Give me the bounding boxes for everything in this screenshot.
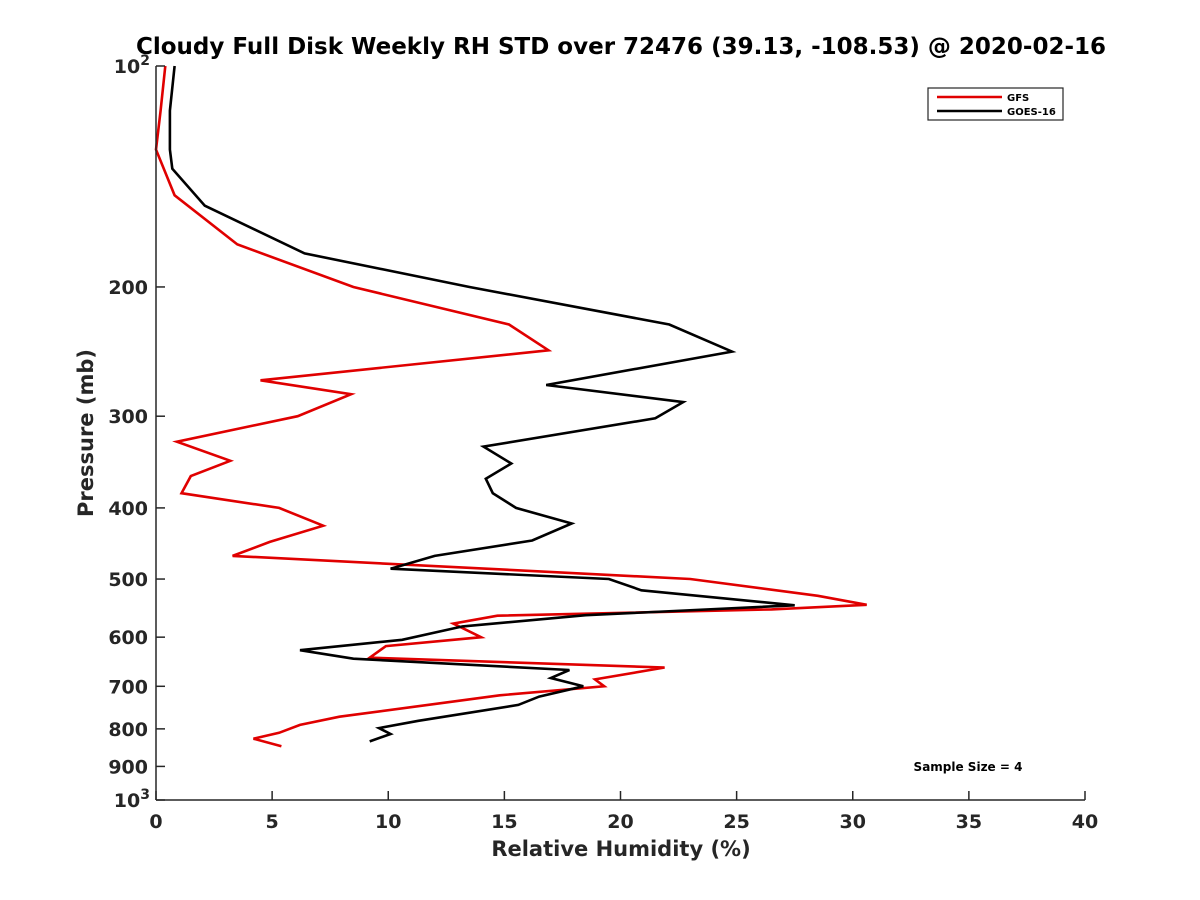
x-tick-label-30: 30 bbox=[840, 811, 866, 833]
x-tick-label-20: 20 bbox=[607, 811, 633, 833]
chart-title: Cloudy Full Disk Weekly RH STD over 7247… bbox=[136, 34, 1106, 60]
y-tick-label-100: 102 bbox=[114, 53, 150, 78]
series-line-gfs bbox=[154, 65, 867, 748]
x-tick-label-15: 15 bbox=[491, 811, 517, 833]
x-tick-label-0: 0 bbox=[149, 811, 162, 833]
y-tick-label-200: 200 bbox=[108, 277, 148, 299]
x-axis-ticks: 0 5 10 15 20 25 30 35 40 bbox=[149, 791, 1098, 833]
x-tick-label-25: 25 bbox=[723, 811, 749, 833]
legend-label-gfs: GFS bbox=[1007, 93, 1029, 104]
y-axis-ticks: 102 200 300 400 500 600 700 800 900 103 bbox=[108, 53, 165, 812]
y-tick-label-800: 800 bbox=[108, 719, 148, 741]
legend-box bbox=[927, 87, 1064, 121]
sample-size-annotation: Sample Size = 4 bbox=[914, 760, 1023, 774]
x-axis-label: Relative Humidity (%) bbox=[491, 837, 750, 861]
legend: GFS GOES-16 bbox=[927, 87, 1064, 121]
y-axis-label: Pressure (mb) bbox=[74, 349, 98, 517]
y-tick-label-1000: 103 bbox=[114, 787, 150, 812]
x-tick-label-5: 5 bbox=[266, 811, 279, 833]
y-tick-label-300: 300 bbox=[108, 406, 148, 428]
y-tick-label-700: 700 bbox=[108, 676, 148, 698]
y-tick-label-900: 900 bbox=[108, 756, 148, 778]
x-tick-label-10: 10 bbox=[375, 811, 401, 833]
series-line-goes-16 bbox=[168, 65, 795, 743]
legend-label-goes16: GOES-16 bbox=[1007, 107, 1056, 118]
plot-area bbox=[154, 65, 867, 748]
y-tick-label-400: 400 bbox=[108, 498, 148, 520]
x-tick-label-40: 40 bbox=[1072, 811, 1098, 833]
y-tick-label-600: 600 bbox=[108, 627, 148, 649]
y-tick-label-500: 500 bbox=[108, 569, 148, 591]
x-tick-label-35: 35 bbox=[956, 811, 982, 833]
